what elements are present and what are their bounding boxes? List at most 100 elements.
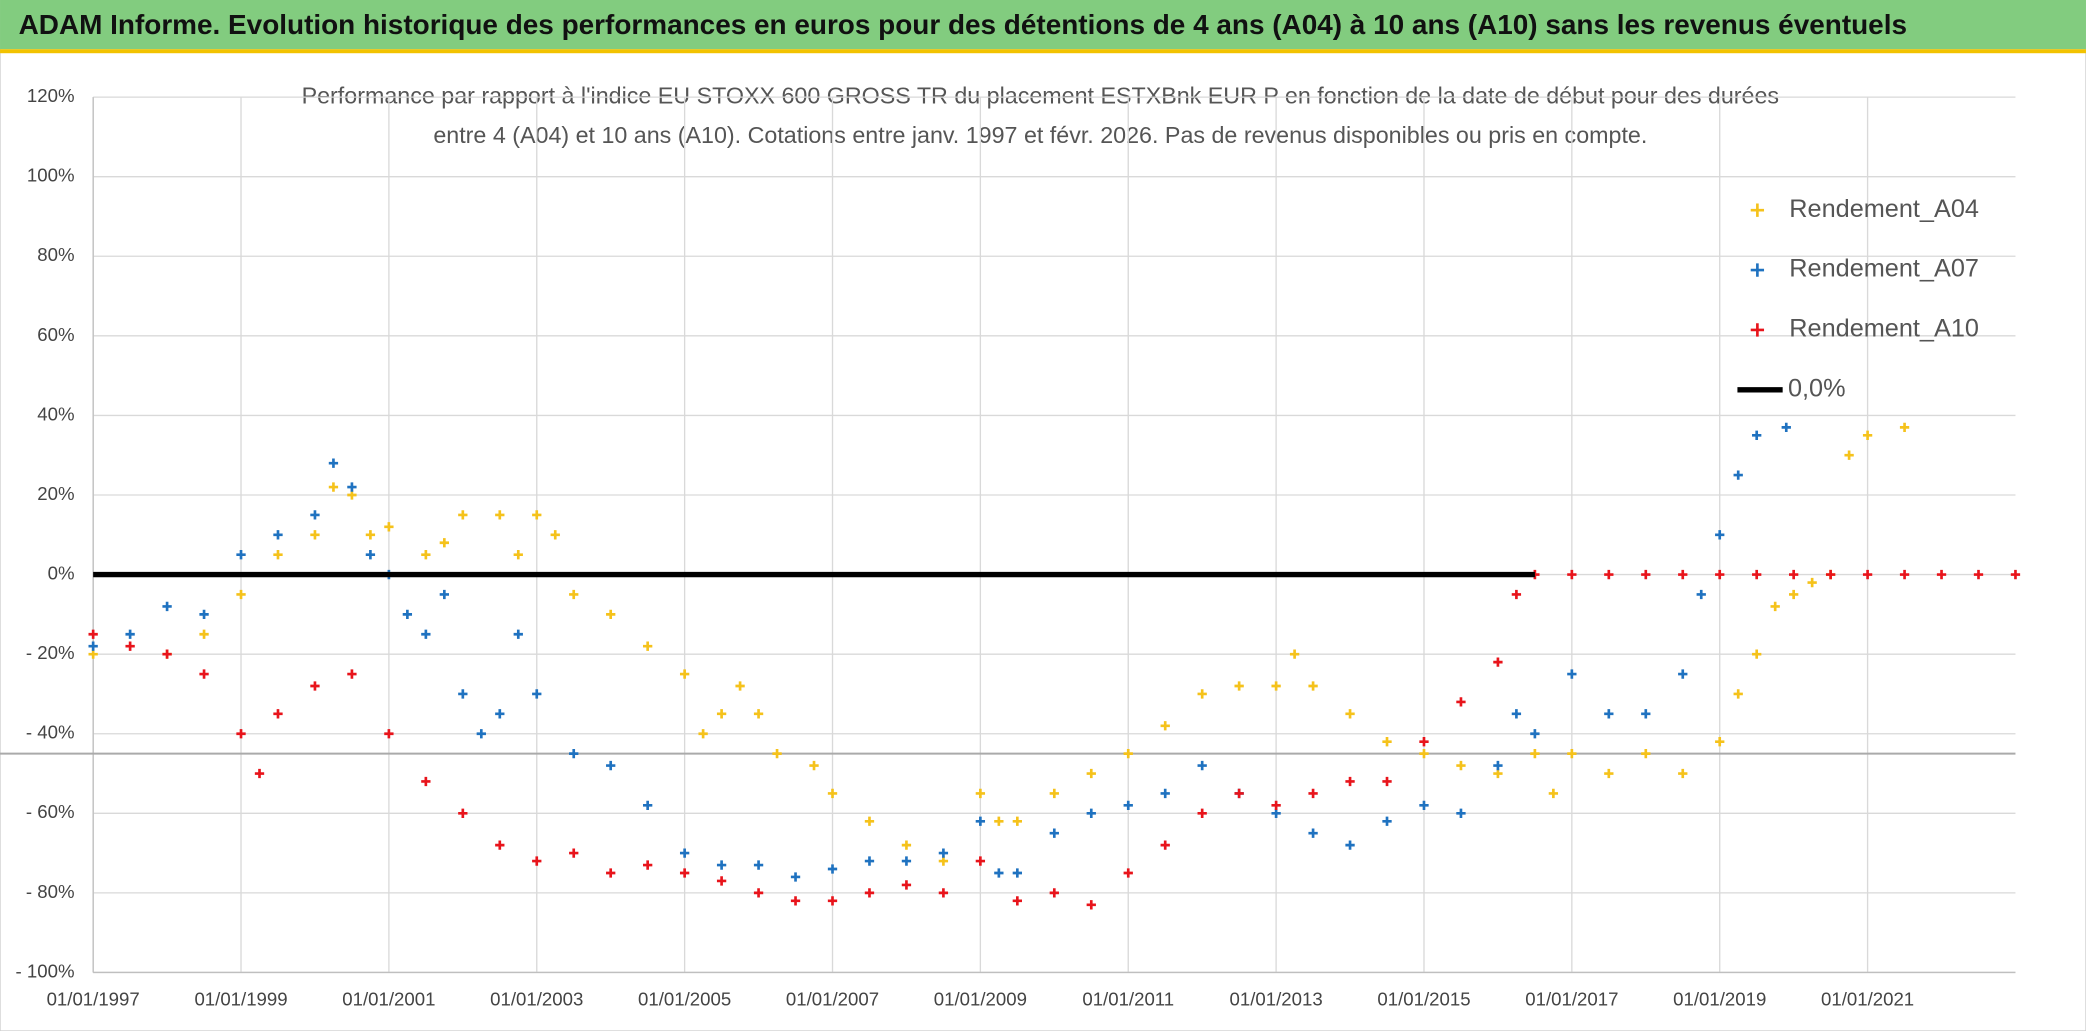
point xyxy=(273,709,283,719)
point xyxy=(606,609,616,620)
point xyxy=(1419,748,1429,759)
y-tick-label: 60% xyxy=(37,324,74,345)
point xyxy=(1493,760,1503,771)
point xyxy=(1733,689,1743,699)
point xyxy=(1456,760,1466,771)
point xyxy=(772,748,782,759)
point xyxy=(1752,649,1762,659)
point xyxy=(1197,808,1207,818)
point xyxy=(458,510,468,520)
point xyxy=(938,856,949,866)
point xyxy=(532,510,542,520)
point xyxy=(1973,569,1984,580)
point xyxy=(643,800,653,811)
point xyxy=(1456,697,1466,707)
point xyxy=(1234,788,1244,799)
point xyxy=(901,840,912,850)
point xyxy=(1197,689,1207,699)
point xyxy=(458,689,468,699)
point xyxy=(864,888,875,898)
point xyxy=(88,641,98,651)
series xyxy=(88,422,1910,866)
point xyxy=(1825,569,1836,580)
point xyxy=(1234,681,1244,691)
x-tick-label: 01/01/2003 xyxy=(490,988,583,1009)
chart-title: ADAM Informe. Evolution historique des p… xyxy=(19,9,1907,40)
point xyxy=(790,896,801,906)
point xyxy=(1012,868,1022,878)
point xyxy=(1123,748,1133,759)
y-tick-label: 20% xyxy=(37,483,74,504)
point xyxy=(1382,816,1392,826)
point xyxy=(1567,569,1577,580)
point xyxy=(1511,589,1522,600)
point xyxy=(1123,800,1133,811)
point xyxy=(2010,569,2021,580)
point xyxy=(1382,737,1392,747)
point xyxy=(643,641,653,651)
point xyxy=(569,748,579,759)
point xyxy=(1345,840,1355,850)
point xyxy=(1345,776,1355,787)
point xyxy=(199,629,209,639)
point xyxy=(439,538,449,548)
point xyxy=(310,681,320,691)
point xyxy=(347,669,357,679)
point xyxy=(88,629,98,639)
point xyxy=(994,868,1004,878)
point xyxy=(679,868,690,878)
point xyxy=(679,848,690,858)
point xyxy=(1012,816,1022,826)
point xyxy=(384,522,394,532)
point xyxy=(1715,569,1725,580)
point xyxy=(1308,828,1318,838)
point xyxy=(1049,788,1059,799)
y-tick-label: - 60% xyxy=(26,801,75,822)
point xyxy=(975,788,986,799)
title-rule xyxy=(0,49,2086,54)
point xyxy=(716,860,727,870)
x-tick-label: 01/01/2009 xyxy=(934,988,1027,1009)
point xyxy=(753,860,764,870)
point xyxy=(827,896,838,906)
point xyxy=(1678,669,1688,679)
point xyxy=(1271,800,1281,811)
point xyxy=(1936,569,1947,580)
point xyxy=(513,550,523,560)
y-tick-label: 120% xyxy=(27,85,75,106)
point xyxy=(1696,589,1706,600)
legend-label: Rendement_A04 xyxy=(1789,195,1979,223)
point xyxy=(1678,569,1688,580)
point xyxy=(550,530,560,540)
point xyxy=(347,490,357,500)
x-tick-label: 01/01/2011 xyxy=(1082,988,1174,1009)
point xyxy=(1733,470,1743,480)
point xyxy=(901,856,912,866)
x-tick-label: 01/01/2007 xyxy=(786,988,879,1009)
point xyxy=(1049,828,1059,838)
point xyxy=(1530,729,1540,739)
point xyxy=(199,669,209,679)
y-tick-label: - 80% xyxy=(26,881,75,902)
point xyxy=(236,589,246,600)
point xyxy=(1308,681,1318,691)
x-tick-label: 01/01/1997 xyxy=(47,988,140,1009)
point xyxy=(994,816,1004,826)
legend-marker xyxy=(1750,323,1765,337)
point xyxy=(864,856,875,866)
point xyxy=(310,530,320,540)
point xyxy=(328,482,339,492)
point xyxy=(1123,868,1133,878)
point xyxy=(1752,569,1762,580)
series xyxy=(88,422,1791,882)
point xyxy=(236,729,246,739)
y-tick-label: 40% xyxy=(37,403,74,424)
point xyxy=(421,629,431,639)
point xyxy=(938,848,949,858)
y-tick-label: 100% xyxy=(27,165,75,186)
point xyxy=(735,681,745,691)
point xyxy=(1493,768,1503,779)
point xyxy=(1548,788,1559,799)
point xyxy=(1511,709,1522,719)
x-tick-label: 01/01/2017 xyxy=(1525,988,1618,1009)
